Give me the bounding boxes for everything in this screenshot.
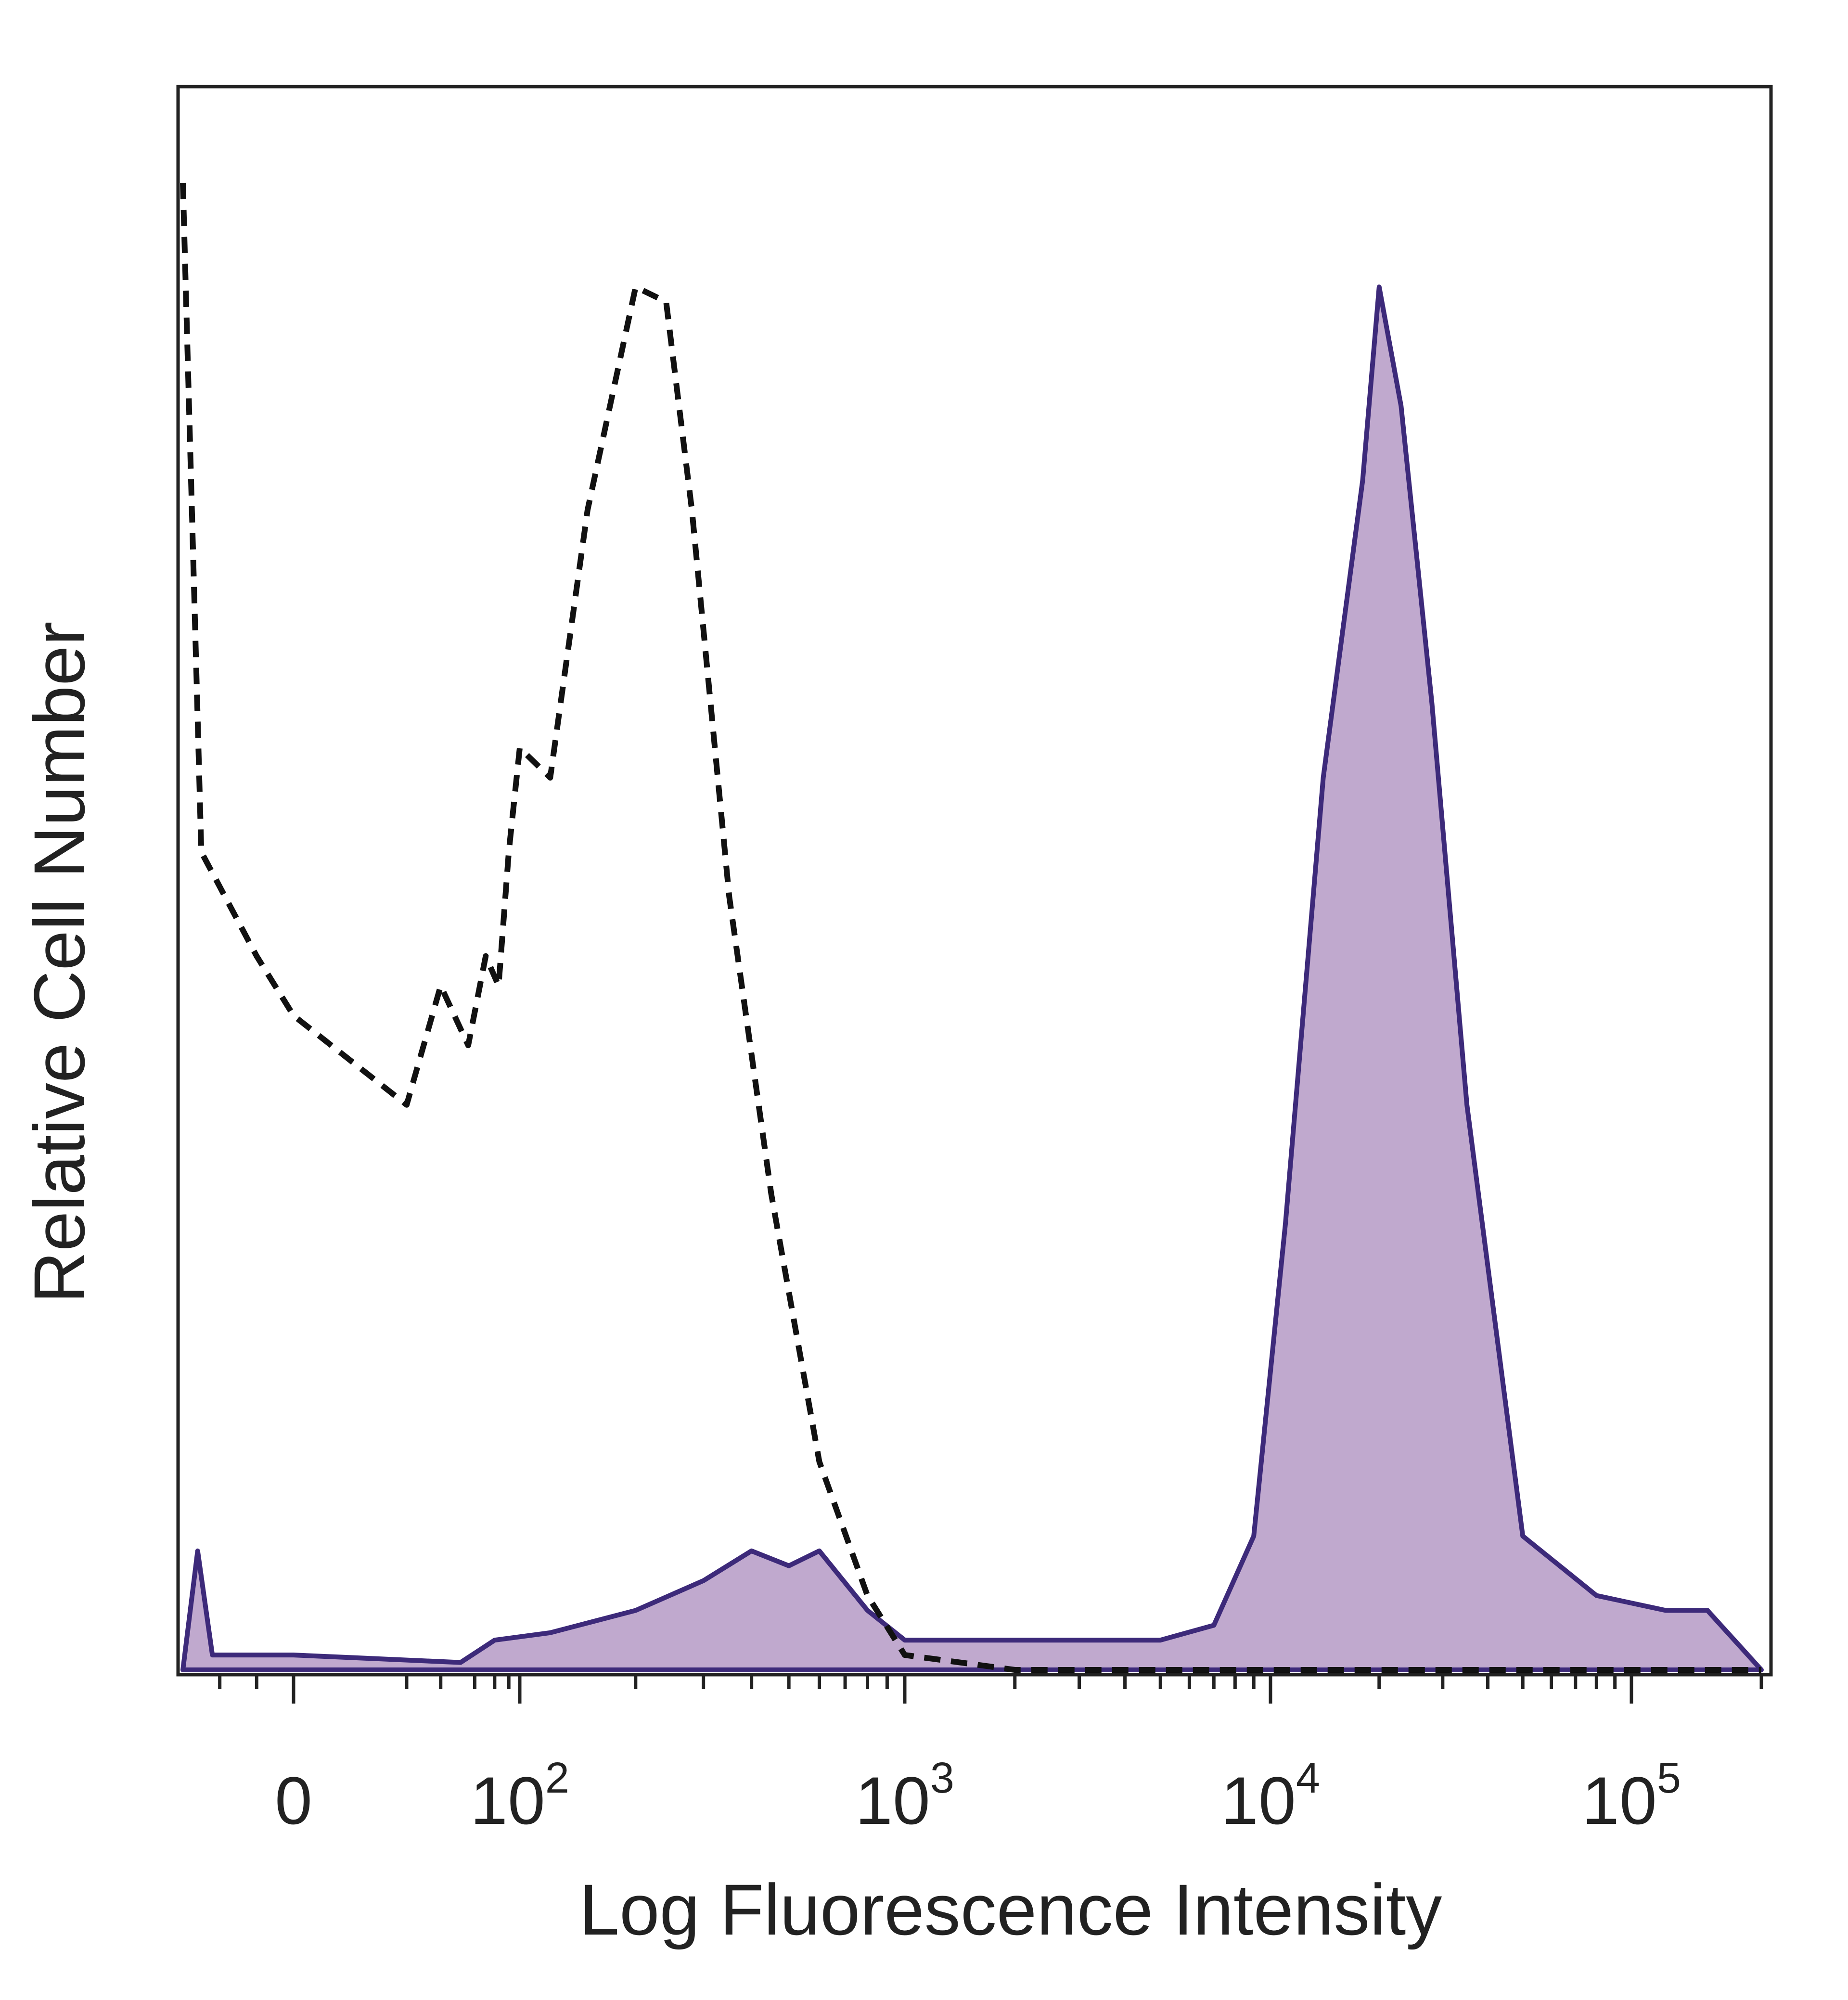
x-tick-labels: 0 102 103 104 105 (275, 1754, 1681, 1838)
plot-frame (176, 85, 1773, 1677)
x-axis-ticks (218, 1675, 1763, 1704)
x-tick-label: 103 (855, 1754, 954, 1838)
x-tick-label: 102 (470, 1754, 569, 1838)
x-axis-title: Log Fluorescence Intensity (579, 1869, 1442, 1950)
x-tick-label: 104 (1221, 1754, 1320, 1838)
x-tick-label: 0 (275, 1763, 312, 1838)
y-axis-title: Relative Cell Number (19, 621, 100, 1303)
series-group (180, 182, 1764, 1673)
series-stained-area (180, 284, 1764, 1672)
x-tick-label: 105 (1582, 1754, 1681, 1838)
series-control-line (180, 182, 1761, 1673)
